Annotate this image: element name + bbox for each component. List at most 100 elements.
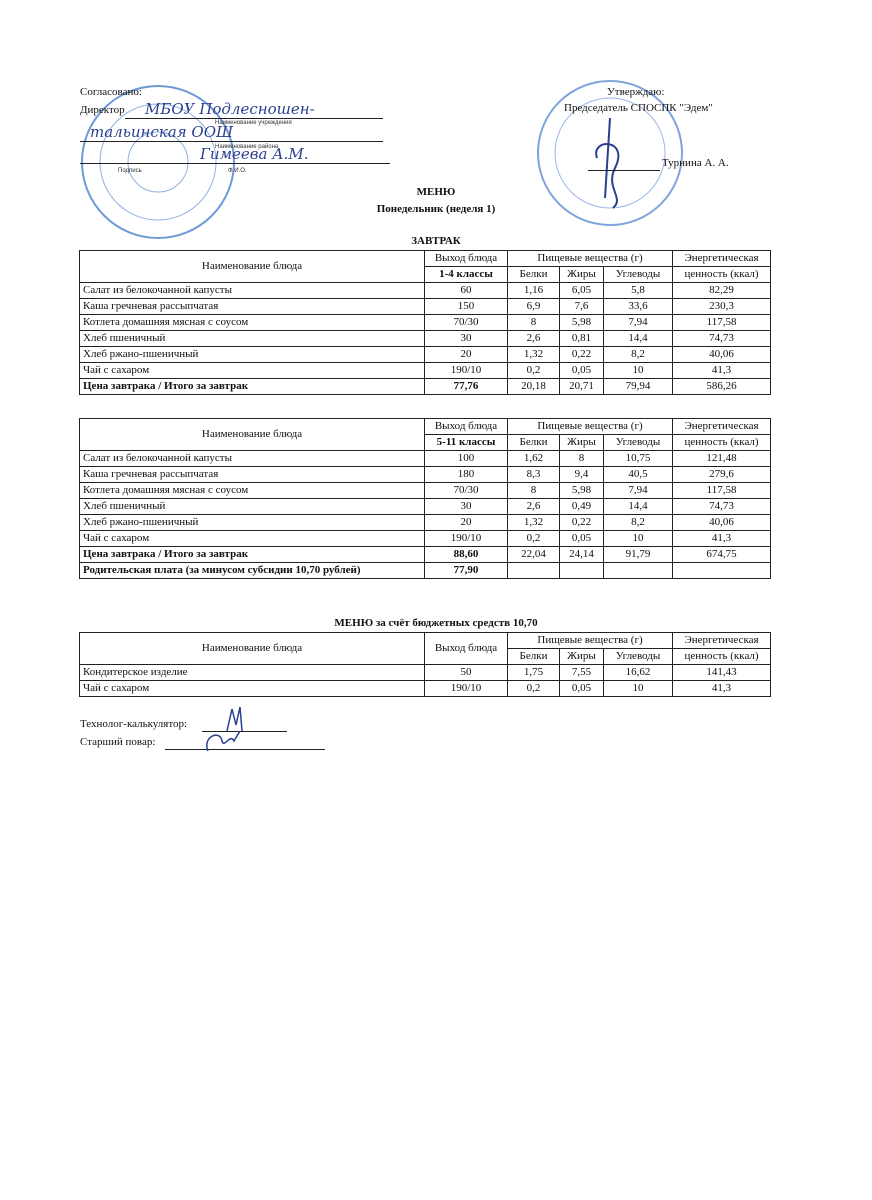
- dish-name: Салат из белокочанной капусты: [79, 282, 425, 299]
- fat: 0,49: [559, 498, 604, 515]
- energy: 586,26: [672, 378, 772, 395]
- energy: 82,29: [672, 282, 772, 299]
- fat: 0,05: [559, 530, 604, 547]
- carbs: 8,2: [602, 346, 674, 363]
- fio-caption: Ф.И.О.: [228, 168, 247, 174]
- budget-title: МЕНЮ за счёт бюджетных средств 10,70: [334, 617, 538, 629]
- energy: 230,3: [672, 298, 772, 315]
- dish-output: 180: [424, 466, 508, 483]
- dish-output: 190/10: [424, 362, 508, 379]
- col-name: Наименование блюда: [79, 250, 425, 283]
- protein: 1,32: [507, 346, 560, 363]
- dish-name: Котлета домашняя мясная с соусом: [79, 314, 425, 331]
- table-row: Чай с сахаром 190/10 0,2 0,05 10 41,3: [79, 530, 772, 547]
- dish-name: Хлеб пшеничный: [79, 498, 425, 515]
- fat: 7,55: [559, 664, 604, 681]
- dish-output: 150: [424, 298, 508, 315]
- dish-output: 77,76: [424, 378, 508, 395]
- fat: 24,14: [559, 546, 604, 563]
- institution-handwritten-2: тальинская ООШ: [90, 123, 234, 141]
- fat: 7,6: [559, 298, 604, 315]
- col-energy-2: ценность (ккал): [672, 266, 772, 283]
- section-title: ЗАВТРАК: [411, 235, 461, 247]
- cook-signature: [206, 730, 241, 752]
- dish-name: Хлеб ржано-пшеничный: [79, 514, 425, 531]
- table-row: Салат из белокочанной капусты 60 1,16 6,05 5…: [79, 282, 772, 299]
- dish-name: Чай с сахаром: [79, 362, 425, 379]
- protein: 1,16: [507, 282, 560, 299]
- col-energy: Энергетическая: [672, 250, 772, 267]
- parent-fee-row: Родительская плата (за минусом субсидии …: [79, 562, 772, 579]
- fat: 0,05: [559, 680, 604, 697]
- carbs: 91,79: [602, 546, 674, 563]
- fat: 6,05: [559, 282, 604, 299]
- breakfast-table-1-4: Наименование блюда Выход блюда Пищевые вещ…: [79, 250, 772, 395]
- carbs: 40,5: [602, 466, 674, 483]
- fat: 8: [559, 450, 604, 467]
- col-group: 5-11 классы: [424, 434, 508, 451]
- director-name-handwritten: Гимеева А.М.: [200, 145, 309, 163]
- col-energy-2: ценность (ккал): [672, 434, 772, 451]
- agreed-label: Согласовано:: [80, 86, 142, 98]
- table-row: Хлеб ржано-пшеничный 20 1,32 0,22 8,2 40,06: [79, 514, 772, 531]
- col-energy: Энергетическая: [672, 418, 772, 435]
- carbs: 79,94: [602, 378, 674, 395]
- cook-label: Старший повар:: [80, 736, 156, 748]
- col-fat: Жиры: [559, 434, 604, 451]
- cooperative-stamp: [537, 80, 683, 226]
- district-caption: Наименование района: [215, 144, 279, 150]
- table-row: Чай с сахаром 190/10 0,2 0,05 10 41,3: [79, 362, 772, 379]
- table-row: Салат из белокочанной капусты 100 1,62 8 10,…: [79, 450, 772, 467]
- protein: 1,75: [507, 664, 560, 681]
- institution-handwritten: МБОУ Подлесношен-: [145, 100, 315, 118]
- protein: 0,2: [507, 530, 560, 547]
- col-carbs: Углеводы: [602, 266, 674, 283]
- dish-output: 60: [424, 282, 508, 299]
- carbs: 10,75: [602, 450, 674, 467]
- approve-label: Утверждаю:: [607, 86, 665, 98]
- carbs: 5,8: [602, 282, 674, 299]
- energy: 279,6: [672, 466, 772, 483]
- energy: 41,3: [672, 362, 772, 379]
- carbs: 14,4: [602, 330, 674, 347]
- director-label: Директор: [80, 104, 125, 116]
- fat: 0,22: [559, 514, 604, 531]
- energy: 117,58: [672, 482, 772, 499]
- dish-name: Цена завтрака / Итого за завтрак: [79, 546, 425, 563]
- table-row: Хлеб пшеничный 30 2,6 0,81 14,4 74,73: [79, 330, 772, 347]
- dish-name: Каша гречневая рассыпчатая: [79, 298, 425, 315]
- dish-name: Хлеб ржано-пшеничный: [79, 346, 425, 363]
- signature-caption: Подпись: [118, 168, 142, 174]
- menu-title: МЕНЮ: [416, 186, 456, 198]
- school-stamp: [81, 85, 235, 239]
- fat: 0,22: [559, 346, 604, 363]
- fat: 5,98: [559, 482, 604, 499]
- total-row: Цена завтрака / Итого за завтрак 88,60 22,…: [79, 546, 772, 563]
- dish-name: Кондитерское изделие: [79, 664, 425, 681]
- dish-output: 30: [424, 498, 508, 515]
- table-row: Котлета домашняя мясная с соусом 70/30 8 5,…: [79, 314, 772, 331]
- dish-name: Каша гречневая рассыпчатая: [79, 466, 425, 483]
- col-name: Наименование блюда: [79, 418, 425, 451]
- protein: 8: [507, 482, 560, 499]
- chairman-name: Турнина А. А.: [662, 157, 729, 169]
- carbs: 7,94: [602, 482, 674, 499]
- col-fat: Жиры: [559, 266, 604, 283]
- col-nutrients: Пищевые вещества (г): [506, 632, 674, 649]
- table-row: Каша гречневая рассыпчатая 150 6,9 7,6 33,6 2…: [79, 298, 772, 315]
- protein: 8: [507, 314, 560, 331]
- carbs: 7,94: [602, 314, 674, 331]
- dish-name: Хлеб пшеничный: [79, 330, 425, 347]
- col-output: Выход блюда: [424, 250, 508, 267]
- col-protein: Белки: [507, 648, 560, 665]
- technologist-label: Технолог-калькулятор:: [80, 718, 188, 730]
- protein: 2,6: [507, 330, 560, 347]
- protein: 1,32: [507, 514, 560, 531]
- col-protein: Белки: [507, 434, 560, 451]
- col-carbs: Углеводы: [602, 648, 674, 665]
- col-output: Выход блюда: [424, 418, 508, 435]
- dish-output: 190/10: [424, 530, 508, 547]
- table-row: Кондитерское изделие 50 1,75 7,55 16,62 141,4…: [79, 664, 772, 681]
- dish-output: 30: [424, 330, 508, 347]
- table-row: Каша гречневая рассыпчатая 180 8,3 9,4 40,5 2…: [79, 466, 772, 483]
